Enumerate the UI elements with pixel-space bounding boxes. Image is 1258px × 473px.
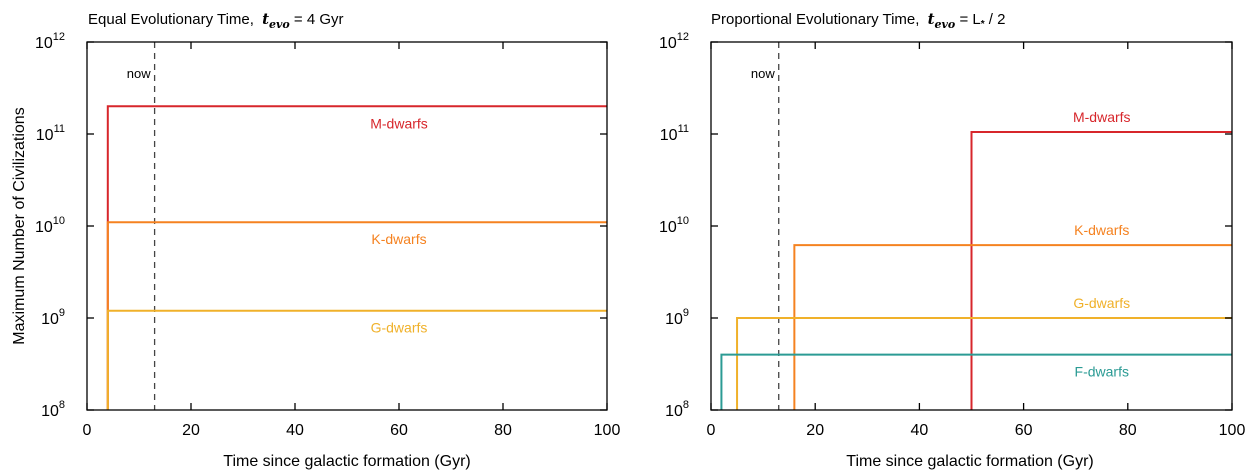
- series-line-g-dwarfs: [106, 309, 607, 410]
- x-tick-label: 60: [1015, 422, 1033, 439]
- chart-title: Proportional Evolutionary Time, tevo = L…: [711, 10, 1005, 31]
- y-tick-label: 108: [41, 399, 65, 420]
- series-label-g-dwarfs: G-dwarfs: [1073, 295, 1130, 311]
- series-label-k-dwarfs: K-dwarfs: [371, 231, 426, 247]
- series-label-m-dwarfs: M-dwarfs: [1073, 109, 1131, 125]
- x-tick-label: 100: [1219, 422, 1246, 439]
- x-tick-label: 40: [911, 422, 929, 439]
- x-tick-label: 0: [83, 422, 92, 439]
- series-label-g-dwarfs: G-dwarfs: [371, 320, 428, 336]
- panel-equal-evolutionary-time: Equal Evolutionary Time, tevo = 4 Gyr Ma…: [11, 10, 620, 470]
- series-label-k-dwarfs: K-dwarfs: [1074, 222, 1129, 238]
- chart-title: Equal Evolutionary Time, tevo = 4 Gyr: [88, 10, 344, 31]
- x-axis-label: Time since galactic formation (Gyr): [846, 453, 1093, 470]
- series-label-f-dwarfs: F-dwarfs: [1075, 364, 1129, 380]
- x-axis-label: Time since galactic formation (Gyr): [223, 453, 470, 470]
- now-marker-label: now: [127, 66, 151, 81]
- y-tick-label: 1012: [659, 31, 689, 52]
- plot-frame: [86, 41, 608, 411]
- now-marker-label: now: [751, 66, 775, 81]
- panel-proportional-evolutionary-time: Proportional Evolutionary Time, tevo = L…: [659, 10, 1245, 470]
- series-line-m-dwarfs: [106, 105, 607, 410]
- x-tick-label: 40: [286, 422, 304, 439]
- y-tick-label: 1011: [660, 123, 689, 144]
- x-tick-label: 80: [1119, 422, 1137, 439]
- y-tick-label: 1010: [659, 215, 689, 236]
- series-line-f-dwarfs: [720, 353, 1232, 410]
- series-line-g-dwarfs: [736, 317, 1232, 410]
- x-tick-label: 20: [182, 422, 200, 439]
- x-tick-label: 20: [806, 422, 824, 439]
- x-tick-label: 60: [390, 422, 408, 439]
- x-tick-label: 0: [707, 422, 716, 439]
- y-tick-label: 1010: [35, 215, 65, 236]
- y-tick-label: 108: [665, 399, 689, 420]
- y-axis-label: Maximum Number of Civilizations: [11, 107, 28, 344]
- series-line-k-dwarfs: [106, 221, 607, 410]
- y-tick-label: 1011: [36, 123, 65, 144]
- series-line-k-dwarfs: [793, 244, 1232, 410]
- y-tick-label: 1012: [35, 31, 65, 52]
- series-label-m-dwarfs: M-dwarfs: [370, 115, 428, 131]
- y-tick-label: 109: [665, 307, 689, 328]
- x-tick-label: 100: [594, 422, 621, 439]
- x-tick-label: 80: [494, 422, 512, 439]
- y-tick-label: 109: [41, 307, 65, 328]
